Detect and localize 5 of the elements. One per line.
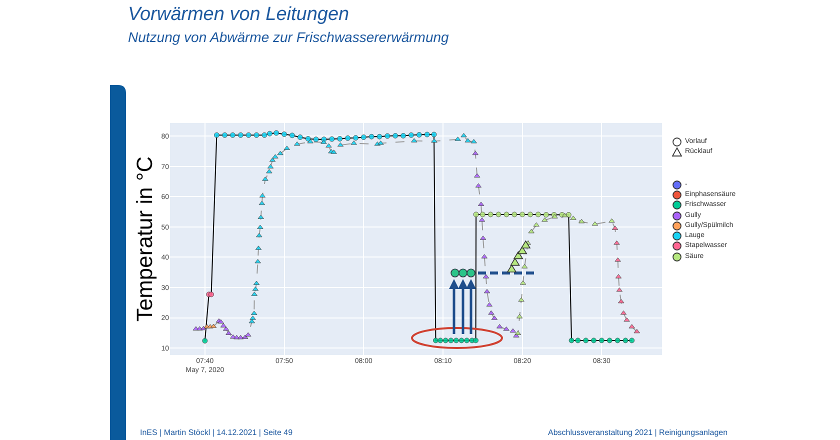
chart-title: Vorwärmen von Leitungen (128, 4, 350, 26)
chart-subtitle: Nutzung von Abwärme zur Frischwassererwärmung (128, 29, 449, 45)
text: InES | Martin Stöckl | 14.12.2021 | Seite 49 (140, 428, 293, 437)
y-axis-title: Temperatur in °C (132, 156, 158, 322)
text: Abschlussveranstaltung 2021 | Reinigungsanlagen (548, 428, 728, 437)
